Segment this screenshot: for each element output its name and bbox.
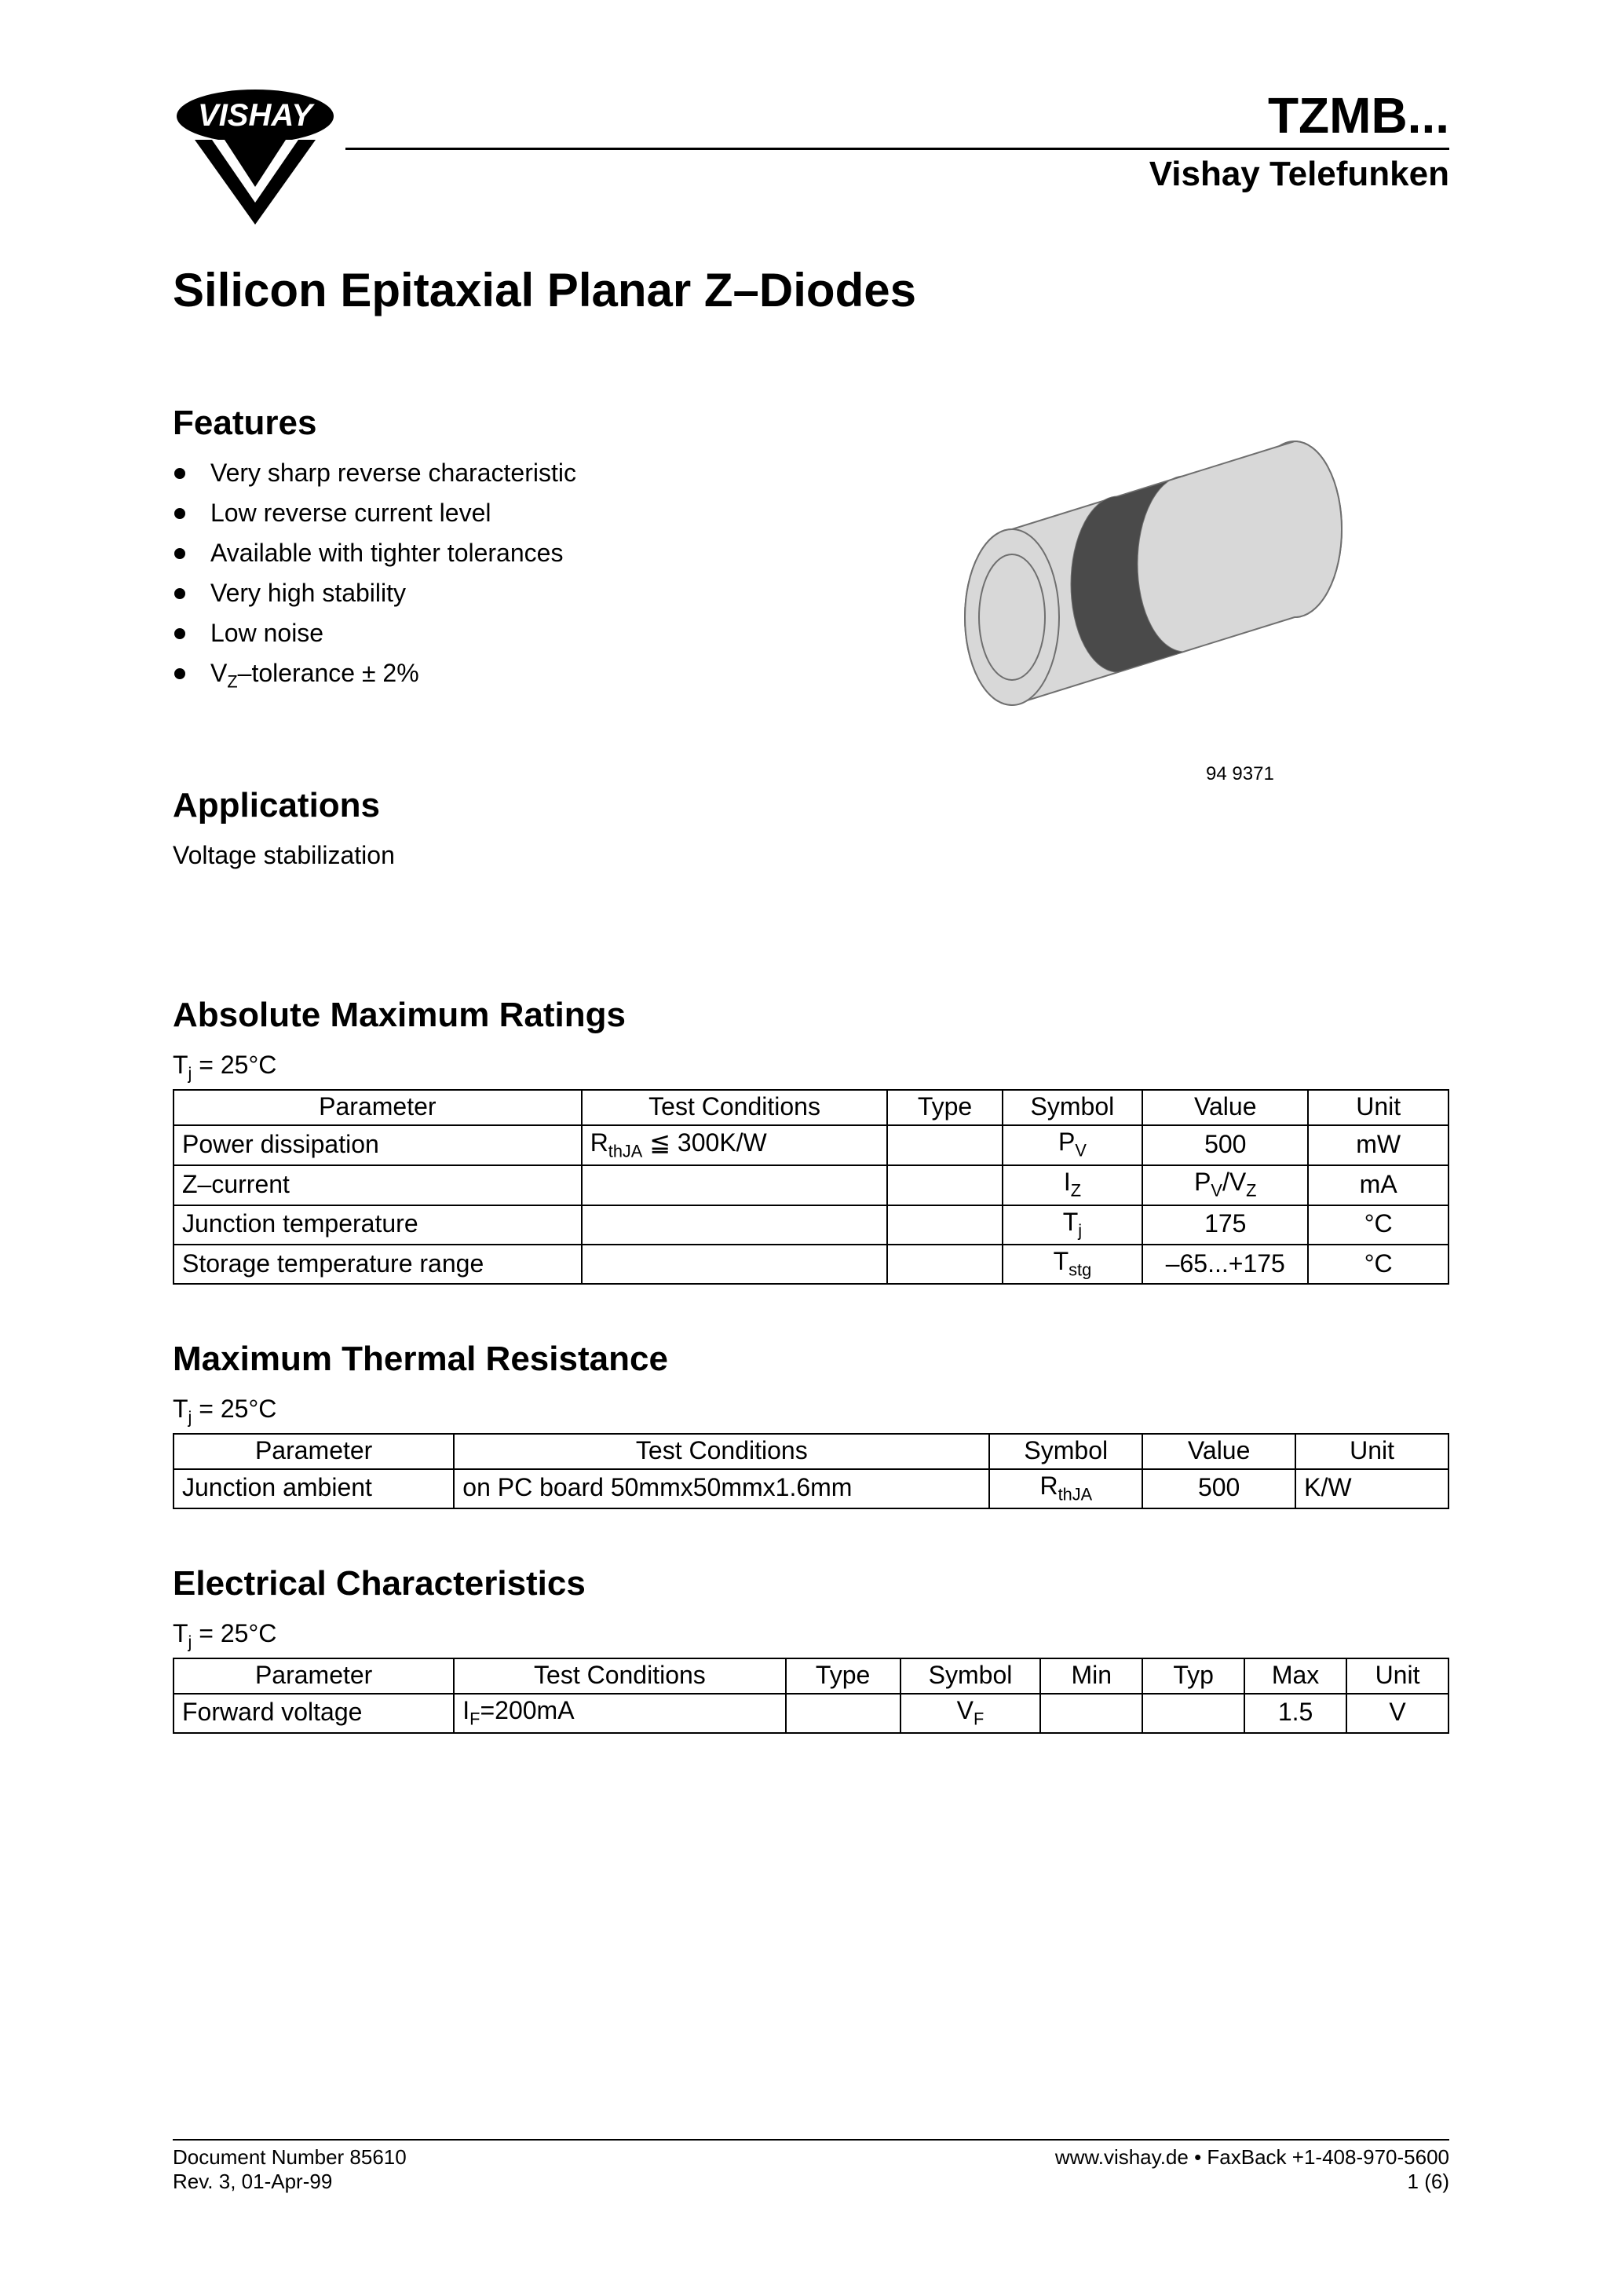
table-header: Symbol [989,1434,1142,1469]
table-header: Min [1040,1658,1142,1694]
table-header: Typ [1142,1658,1244,1694]
electrical-table: ParameterTest ConditionsTypeSymbolMinTyp… [173,1658,1449,1734]
footer-url: www.vishay.de • FaxBack +1-408-970-5600 [1055,2145,1449,2170]
part-number: TZMB... [345,86,1449,144]
table-cell [786,1694,901,1733]
electrical-condition: Tj = 25°C [173,1619,1449,1652]
applications-text: Voltage stabilization [173,841,827,870]
table-cell: Junction ambient [174,1469,454,1508]
logo-text: VISHAY [198,98,315,133]
feature-item: Very sharp reverse characteristic [210,459,827,488]
table-cell: 500 [1142,1125,1308,1165]
table-header: Test Conditions [454,1658,785,1694]
table-header: Parameter [174,1434,454,1469]
header: VISHAY TZMB... Vishay Telefunken [173,86,1449,232]
features-list: Very sharp reverse characteristic Low re… [173,459,827,692]
table-header: Type [887,1090,1002,1125]
page-title: Silicon Epitaxial Planar Z–Diodes [173,263,1449,317]
table-cell: Junction temperature [174,1205,582,1245]
table-header: Symbol [901,1658,1041,1694]
table-cell: IF=200mA [454,1694,785,1733]
abs-max-table: ParameterTest ConditionsTypeSymbolValueU… [173,1089,1449,1285]
footer: Document Number 85610 Rev. 3, 01-Apr-99 … [173,2139,1449,2194]
table-cell: K/W [1295,1469,1448,1508]
table-cell: Z–current [174,1165,582,1205]
table-cell [582,1245,888,1284]
table-cell [1142,1694,1244,1733]
table-cell: –65...+175 [1142,1245,1308,1284]
table-cell: V [1346,1694,1448,1733]
table-cell: PV/VZ [1142,1165,1308,1205]
brand-name: Vishay Telefunken [345,155,1449,194]
thermal-heading: Maximum Thermal Resistance [173,1340,1449,1379]
table-cell [582,1205,888,1245]
thermal-condition: Tj = 25°C [173,1395,1449,1428]
table-header: Parameter [174,1090,582,1125]
table-cell: Storage temperature range [174,1245,582,1284]
electrical-heading: Electrical Characteristics [173,1564,1449,1603]
table-cell: on PC board 50mmx50mmx1.6mm [454,1469,989,1508]
table-cell: VF [901,1694,1041,1733]
table-cell: 1.5 [1244,1694,1346,1733]
table-row: Z–current IZPV/VZmA [174,1165,1448,1205]
image-caption: 94 9371 [1206,763,1274,785]
feature-item: Low reverse current level [210,499,827,528]
abs-max-condition: Tj = 25°C [173,1051,1449,1084]
table-header: Test Conditions [454,1434,989,1469]
table-cell: °C [1308,1245,1448,1284]
table-row: Forward voltageIF=200mA VF 1.5V [174,1694,1448,1733]
table-cell: Power dissipation [174,1125,582,1165]
feature-item: VZ–tolerance ± 2% [210,659,827,692]
table-header: Unit [1308,1090,1448,1125]
table-cell: PV [1003,1125,1143,1165]
table-cell: 500 [1142,1469,1295,1508]
table-row: Storage temperature range Tstg–65...+175°… [174,1245,1448,1284]
table-cell [887,1245,1002,1284]
table-cell: 175 [1142,1205,1308,1245]
table-header: Value [1142,1434,1295,1469]
table-cell [887,1125,1002,1165]
feature-item: Low noise [210,619,827,648]
table-header: Unit [1346,1658,1448,1694]
vishay-logo: VISHAY [173,86,345,232]
footer-rule [173,2139,1449,2141]
table-cell: IZ [1003,1165,1143,1205]
table-cell: Tstg [1003,1245,1143,1284]
abs-max-heading: Absolute Maximum Ratings [173,996,1449,1035]
table-row: Junction ambienton PC board 50mmx50mmx1.… [174,1469,1448,1508]
table-header: Value [1142,1090,1308,1125]
table-row: Junction temperature Tj175°C [174,1205,1448,1245]
table-cell: RthJA [989,1469,1142,1508]
feature-item: Available with tighter tolerances [210,539,827,568]
doc-rev: Rev. 3, 01-Apr-99 [173,2170,407,2194]
table-header: Symbol [1003,1090,1143,1125]
table-row: Power dissipationRthJA ≦ 300K/W PV500mW [174,1125,1448,1165]
table-cell [887,1165,1002,1205]
table-cell [887,1205,1002,1245]
header-rule [345,148,1449,150]
table-cell: mW [1308,1125,1448,1165]
table-header: Parameter [174,1658,454,1694]
table-cell: °C [1308,1205,1448,1245]
page-number: 1 (6) [1055,2170,1449,2194]
applications-heading: Applications [173,786,827,825]
thermal-table: ParameterTest ConditionsSymbolValueUnitJ… [173,1433,1449,1509]
feature-item: Very high stability [210,579,827,608]
table-cell: mA [1308,1165,1448,1205]
table-cell: Tj [1003,1205,1143,1245]
table-header: Test Conditions [582,1090,888,1125]
table-header: Type [786,1658,901,1694]
table-cell [1040,1694,1142,1733]
features-heading: Features [173,404,827,443]
doc-number: Document Number 85610 [173,2145,407,2170]
table-header: Unit [1295,1434,1448,1469]
table-cell: Forward voltage [174,1694,454,1733]
table-cell [582,1165,888,1205]
table-cell: RthJA ≦ 300K/W [582,1125,888,1165]
table-header: Max [1244,1658,1346,1694]
component-illustration [879,404,1397,741]
